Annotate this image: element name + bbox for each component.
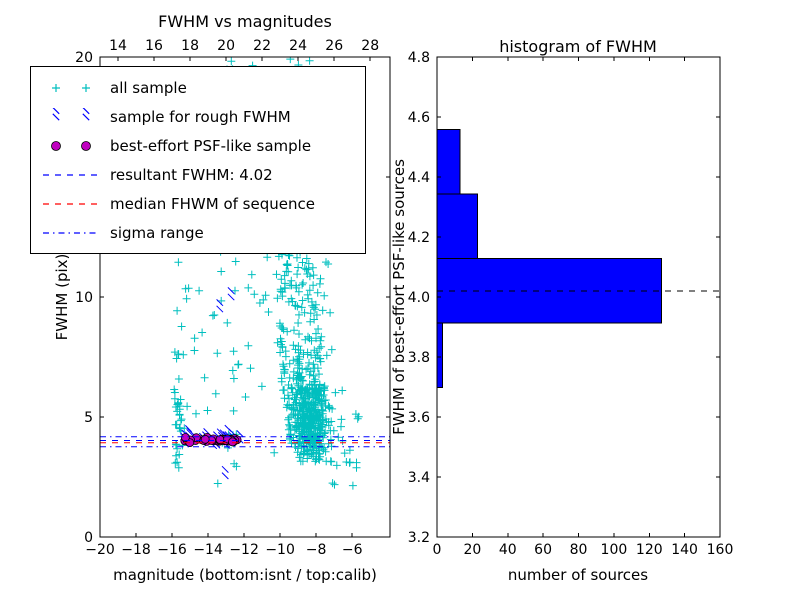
left-chart-ylabel: FWHM (pix) [53,253,71,341]
source-count-tick-label: 120 [636,542,663,558]
histogram-bar [436,322,443,388]
magnitude-tick-label: −16 [157,542,187,558]
legend-label: sigma range [110,223,204,242]
magnitude-tick-label: −20 [85,542,115,558]
legend-entry: best-effort PSF-like sample [41,131,357,160]
magnitude-tick-label: −12 [229,542,259,558]
hist-fwhm-tick-label: 4.0 [408,290,430,306]
legend-label: all sample [110,78,187,97]
legend-entry: sample for rough FWHM [41,102,357,131]
histogram-area [436,128,720,388]
legend-label: best-effort PSF-like sample [110,136,312,155]
source-count-tick-label: 0 [433,542,442,558]
calib-magnitude-tick-label: 26 [325,38,343,54]
source-count-tick-label: 100 [601,542,628,558]
right-chart-title: histogram of FWHM [499,37,657,56]
rough-fwhm-points [180,287,244,480]
source-count-tick-label: 140 [671,542,698,558]
magnitude-tick-label: −18 [121,542,151,558]
psf-like-point [228,437,237,447]
right-chart-ylabel: FWHM of best-effort PSF-like sources [390,159,408,435]
legend-label: median FHWM of sequence [110,194,315,213]
hist-fwhm-tick-label: 3.8 [408,350,430,366]
left-chart-xlabel: magnitude (bottom:isnt / top:calib) [113,566,377,584]
hist-fwhm-tick-label: 4.6 [408,110,430,126]
calib-magnitude-tick-label: 28 [361,38,379,54]
right-chart-xlabel: number of sources [507,566,649,584]
source-count-tick-label: 20 [463,542,481,558]
dashdot-legend-icon [43,231,99,234]
legend-entry: all sample [41,73,357,102]
legend: all sample sample for rough FWHM best-effo… [30,66,366,254]
magnitude-tick-label: −8 [306,542,327,558]
fwhm-tick-label: 5 [84,410,93,426]
histogram-bar [436,193,479,259]
calib-magnitude-tick-label: 20 [217,38,235,54]
dashed-legend-icon [43,173,99,176]
hist-fwhm-tick-label: 4.2 [408,230,430,246]
psf-like-point [200,434,210,444]
magnitude-tick-label: −10 [265,542,295,558]
calib-magnitude-tick-label: 14 [109,38,127,54]
calib-magnitude-tick-label: 22 [253,38,271,54]
left-chart-title: FWHM vs magnitudes [158,12,332,31]
plus-legend-icon [52,83,90,92]
psf-like-point [180,433,190,442]
hist-fwhm-tick-label: 4.4 [408,170,430,186]
x-legend-icon [52,107,90,121]
source-count-tick-label: 40 [499,542,517,558]
hist-fwhm-tick-label: 3.4 [408,470,430,486]
magnitude-tick-label: −6 [342,542,363,558]
magnitude-tick-label: −14 [193,542,223,558]
source-count-tick-label: 60 [534,542,552,558]
legend-entry: resultant FWHM: 4.02 [41,160,357,189]
fwhm-tick-label: 20 [75,50,93,66]
legend-entry: median FHWM of sequence [41,189,357,218]
hist-fwhm-tick-label: 4.8 [408,50,430,66]
hist-fwhm-tick-label: 3.6 [408,410,430,426]
histogram-bar [436,128,461,195]
dashed-legend-icon [43,202,99,205]
source-count-tick-label: 80 [570,542,588,558]
scatter-area [100,57,390,490]
calib-magnitude-tick-label: 16 [145,38,163,54]
fwhm-tick-label: 0 [84,530,93,546]
circle-legend-icon [51,140,91,151]
hist-fwhm-tick-label: 3.2 [408,530,430,546]
fwhm-tick-label: 10 [75,290,93,306]
legend-entry: sigma range [41,218,357,247]
legend-label: resultant FWHM: 4.02 [110,165,273,184]
calib-magnitude-tick-label: 24 [289,38,307,54]
calib-magnitude-tick-label: 18 [181,38,199,54]
source-count-tick-label: 160 [707,542,734,558]
legend-label: sample for rough FWHM [110,107,291,126]
